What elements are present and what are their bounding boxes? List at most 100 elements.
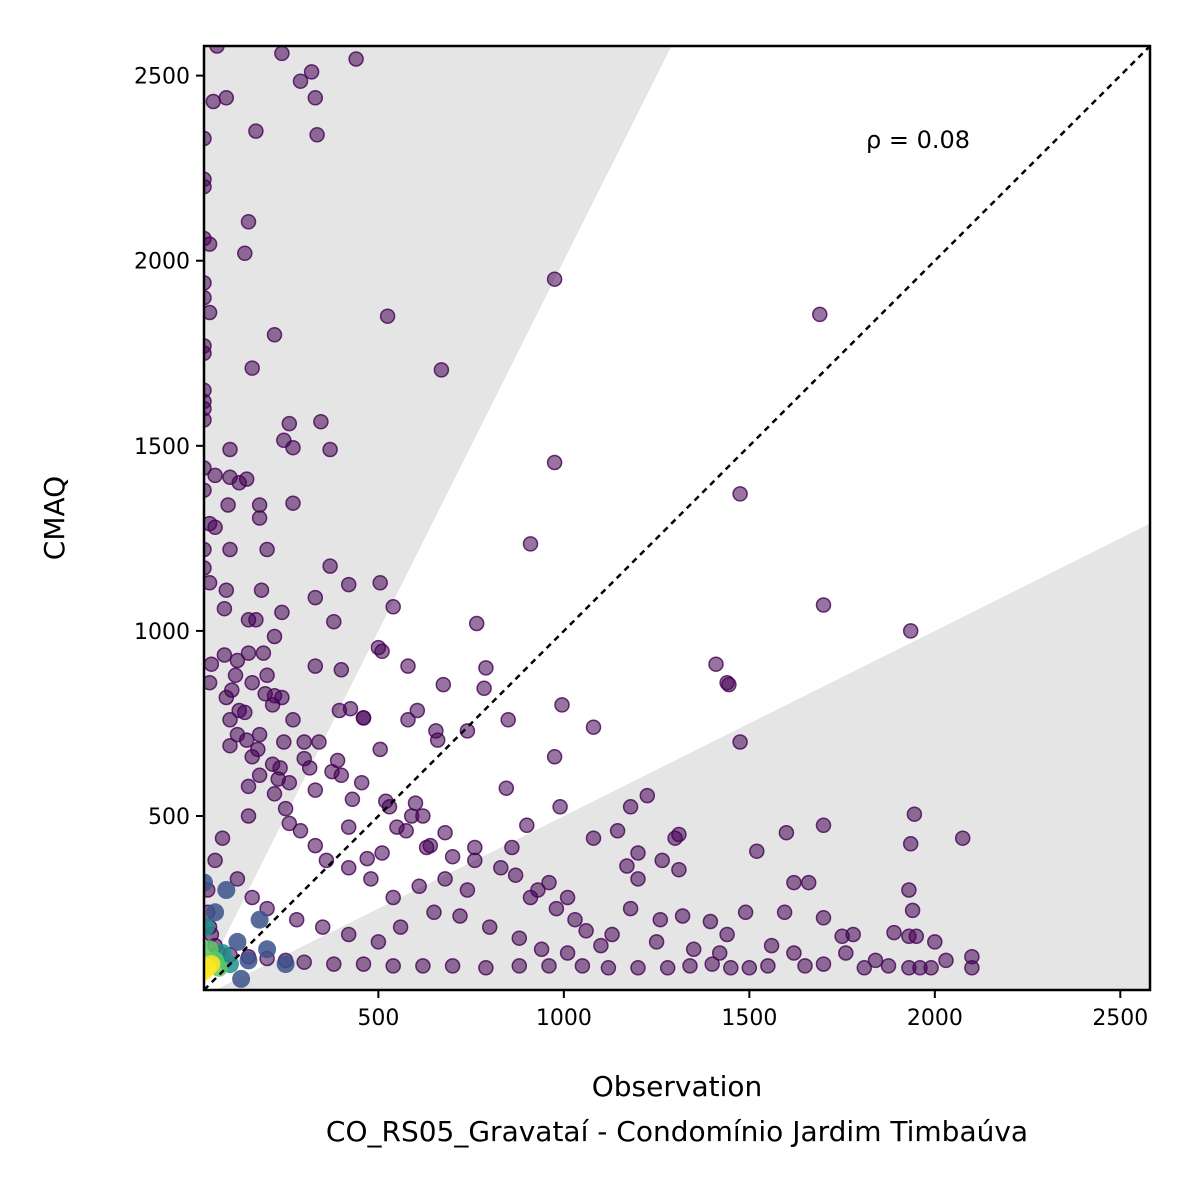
data-point xyxy=(468,615,485,632)
data-point xyxy=(652,911,669,928)
data-point xyxy=(204,541,212,558)
data-point xyxy=(659,960,676,976)
data-point xyxy=(737,904,754,921)
density-point xyxy=(204,940,219,959)
data-point xyxy=(815,817,832,834)
data-point xyxy=(207,852,223,869)
data-point xyxy=(498,780,515,796)
data-point xyxy=(415,808,431,824)
data-point xyxy=(216,647,233,663)
correlation-annotation: ρ = 0.08 xyxy=(866,126,970,154)
data-point xyxy=(786,874,802,891)
data-point xyxy=(307,837,324,854)
data-point xyxy=(723,960,739,976)
data-point xyxy=(548,900,565,917)
data-point xyxy=(648,934,665,950)
data-point xyxy=(741,960,758,976)
data-point xyxy=(229,652,246,669)
data-point xyxy=(204,230,212,247)
data-point xyxy=(216,600,233,617)
data-point xyxy=(240,214,257,230)
data-point xyxy=(685,941,702,958)
data-point xyxy=(444,848,461,865)
data-point xyxy=(204,575,218,591)
data-point xyxy=(204,412,212,428)
data-point xyxy=(812,306,828,323)
one-to-one-line xyxy=(204,46,1150,990)
data-point xyxy=(704,956,720,972)
data-point xyxy=(340,860,357,876)
data-point xyxy=(585,719,602,735)
data-point xyxy=(355,710,372,726)
data-point xyxy=(204,656,220,672)
data-point xyxy=(244,749,260,765)
data-point xyxy=(322,441,338,458)
data-point xyxy=(204,178,212,195)
data-point xyxy=(708,656,724,672)
data-point xyxy=(259,541,275,558)
data-point xyxy=(205,93,222,110)
data-point xyxy=(415,958,431,974)
data-point xyxy=(478,960,494,976)
x-axis-label: Observation xyxy=(592,1070,763,1103)
data-point xyxy=(204,275,212,291)
data-point xyxy=(266,327,283,343)
data-point xyxy=(654,852,670,869)
data-point xyxy=(478,660,494,676)
data-point xyxy=(630,871,646,887)
data-point xyxy=(285,495,301,511)
data-point xyxy=(732,486,748,502)
data-point xyxy=(281,415,298,432)
data-point xyxy=(593,937,609,954)
data-point xyxy=(452,908,468,924)
x-axis-ticks: 500 1000 1500 2000 2500 xyxy=(357,990,1148,1031)
data-point xyxy=(333,662,350,678)
data-point xyxy=(541,958,557,974)
data-point xyxy=(533,941,550,958)
data-point xyxy=(276,734,292,750)
data-point xyxy=(426,904,442,921)
data-point xyxy=(204,345,212,362)
data-point xyxy=(222,737,238,754)
y-tick-label: 2500 xyxy=(134,65,190,90)
data-point xyxy=(370,934,387,950)
x-tick-label: 1000 xyxy=(536,1006,592,1031)
data-point xyxy=(209,46,225,54)
data-point xyxy=(604,926,620,943)
data-point xyxy=(400,712,416,728)
data-point xyxy=(411,878,427,895)
data-point xyxy=(902,623,919,639)
data-point xyxy=(292,73,309,89)
data-point xyxy=(778,824,795,841)
data-point xyxy=(237,704,253,721)
data-point xyxy=(559,889,576,906)
plot-area xyxy=(204,46,1150,990)
data-point xyxy=(301,760,318,776)
data-point xyxy=(204,130,212,147)
data-point xyxy=(481,919,498,935)
data-point xyxy=(379,308,396,324)
data-point xyxy=(340,819,357,835)
data-point xyxy=(530,882,546,898)
data-point xyxy=(800,874,817,891)
data-point xyxy=(392,919,409,935)
data-point xyxy=(476,680,492,697)
density-point xyxy=(204,873,213,892)
data-point xyxy=(322,558,338,574)
density-point xyxy=(239,951,258,970)
plot-frame xyxy=(202,44,1152,992)
data-point xyxy=(511,930,528,946)
data-point xyxy=(333,767,350,784)
y-axis-label: CMAQ xyxy=(38,476,71,560)
data-point xyxy=(281,815,298,832)
data-point xyxy=(407,795,424,811)
data-point xyxy=(348,51,364,67)
data-point xyxy=(222,541,238,558)
data-point xyxy=(559,945,576,961)
data-point xyxy=(838,945,854,961)
y-axis-ticks: 500 1000 1500 2000 2500 xyxy=(134,65,204,830)
data-point xyxy=(671,826,687,843)
data-point xyxy=(719,926,735,943)
data-point xyxy=(554,697,570,713)
data-point xyxy=(326,956,342,972)
